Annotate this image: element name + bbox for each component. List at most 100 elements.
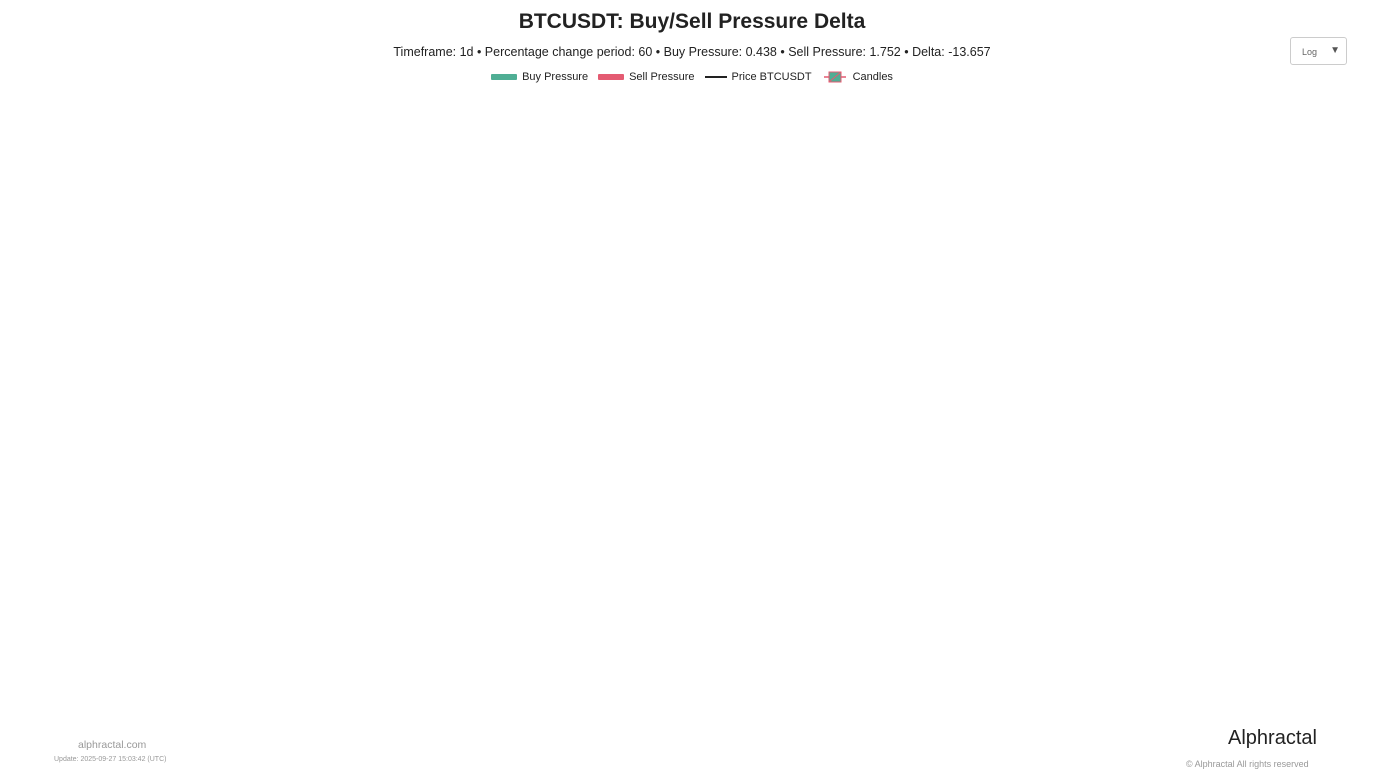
candle-body: [1275, 137, 1278, 148]
candle-body: [587, 503, 591, 504]
scale-select[interactable]: Log ▼: [1290, 37, 1347, 65]
legend-item-candles[interactable]: Candles: [822, 70, 893, 84]
candle-body: [940, 306, 944, 311]
grid: [52, 111, 1322, 652]
candle-body: [566, 506, 570, 511]
y-tick-label: 400: [25, 176, 44, 187]
candle-body: [771, 278, 775, 282]
y-tick-label: 0: [38, 445, 44, 456]
candle-body: [391, 495, 395, 516]
candle-body: [355, 534, 358, 540]
candle-body: [421, 478, 425, 482]
candle-body: [1133, 224, 1137, 232]
candle-body: [316, 609, 319, 627]
legend-item-buy-pressure[interactable]: Buy Pressure: [491, 71, 588, 83]
candle-body: [817, 277, 820, 294]
candle-body: [663, 401, 666, 404]
candle-body: [750, 271, 754, 285]
candle-body: [180, 549, 183, 561]
candle-body: [159, 537, 162, 539]
candle-body: [1097, 195, 1100, 203]
candle-body: [77, 458, 81, 469]
candle-body: [68, 413, 72, 424]
candle-body: [352, 530, 355, 535]
candle-body: [874, 303, 877, 321]
site-url[interactable]: alphractal.com: [78, 739, 147, 751]
candle-body: [1293, 148, 1297, 156]
candle-body: [1290, 148, 1294, 155]
candle-body: [255, 599, 259, 602]
candle-body: [461, 498, 464, 507]
sell-swatch-icon: [598, 74, 625, 80]
candle-body: [623, 430, 627, 433]
candle-body: [494, 477, 497, 479]
candle-body: [50, 403, 54, 405]
candle-body: [629, 428, 633, 438]
candle-body: [1124, 224, 1128, 226]
y2-tick-label: 9: [1328, 204, 1333, 214]
candle-body: [1266, 137, 1269, 145]
candle-body: [80, 468, 84, 478]
candle-body: [578, 516, 582, 519]
candle-body: [464, 498, 467, 506]
candle-body: [1037, 183, 1040, 190]
candle-body: [358, 539, 361, 548]
candle-body: [1028, 178, 1031, 184]
candle-body: [1061, 181, 1064, 183]
candle-body: [777, 279, 781, 283]
candle-body: [397, 496, 401, 499]
legend-item-sell-pressure[interactable]: Sell Pressure: [598, 71, 695, 83]
chart-subtitle: Timeframe: 1d • Percentage change period…: [393, 45, 991, 59]
candle-body: [1260, 133, 1263, 137]
candle-body: [1272, 137, 1275, 139]
legend-item-price[interactable]: Price BTCUSDT: [704, 71, 812, 83]
candle-body: [361, 536, 364, 548]
candle-body: [343, 542, 346, 554]
candle-body: [304, 615, 307, 620]
x-tick-label: Jul 2022: [110, 714, 152, 725]
candle-body: [114, 577, 117, 580]
candle-body: [1013, 180, 1016, 189]
candle-body: [1191, 166, 1194, 170]
candle-body: [1230, 157, 1233, 164]
y2-tick-label: 8: [1328, 233, 1333, 243]
candle-body: [949, 291, 953, 294]
candle-body: [99, 483, 102, 485]
candle-body: [1130, 223, 1134, 232]
candle-body: [129, 568, 132, 570]
delta-areas: [51, 280, 1323, 674]
candle-body: [485, 498, 488, 519]
candle-body: [231, 584, 235, 585]
candle-body: [216, 584, 220, 588]
candle-body: [732, 321, 735, 330]
candle-body: [470, 509, 473, 511]
candle-body: [424, 477, 428, 482]
candle-body: [705, 400, 708, 406]
candle-body: [554, 511, 557, 521]
candle-body: [1227, 157, 1230, 160]
sell-pressure-area: [51, 448, 1323, 674]
candle-body: [865, 299, 868, 313]
candle-body: [741, 292, 745, 303]
candle-body: [373, 542, 376, 560]
candle-body: [418, 476, 422, 479]
candle-body: [756, 267, 760, 280]
candle-body: [1058, 176, 1061, 182]
candle-body: [346, 534, 349, 543]
candle-body: [596, 493, 600, 504]
candle-body: [412, 476, 416, 480]
candle-body: [1079, 183, 1082, 186]
candle-body: [976, 283, 980, 284]
candle-body: [1136, 224, 1140, 233]
candle-body: [277, 613, 280, 615]
candle-body: [1010, 188, 1013, 190]
candle-body: [590, 495, 594, 504]
candle-body: [62, 404, 66, 408]
candle-body: [651, 408, 654, 413]
candle-body: [762, 277, 766, 280]
candle-body: [925, 302, 929, 305]
x-tick-label: Jan 2024: [660, 714, 705, 725]
candle-body: [83, 476, 87, 478]
y-axis-left: 500 400 300 200 100 0 -100 -200 -300: [21, 108, 44, 658]
candle-body: [207, 583, 211, 591]
